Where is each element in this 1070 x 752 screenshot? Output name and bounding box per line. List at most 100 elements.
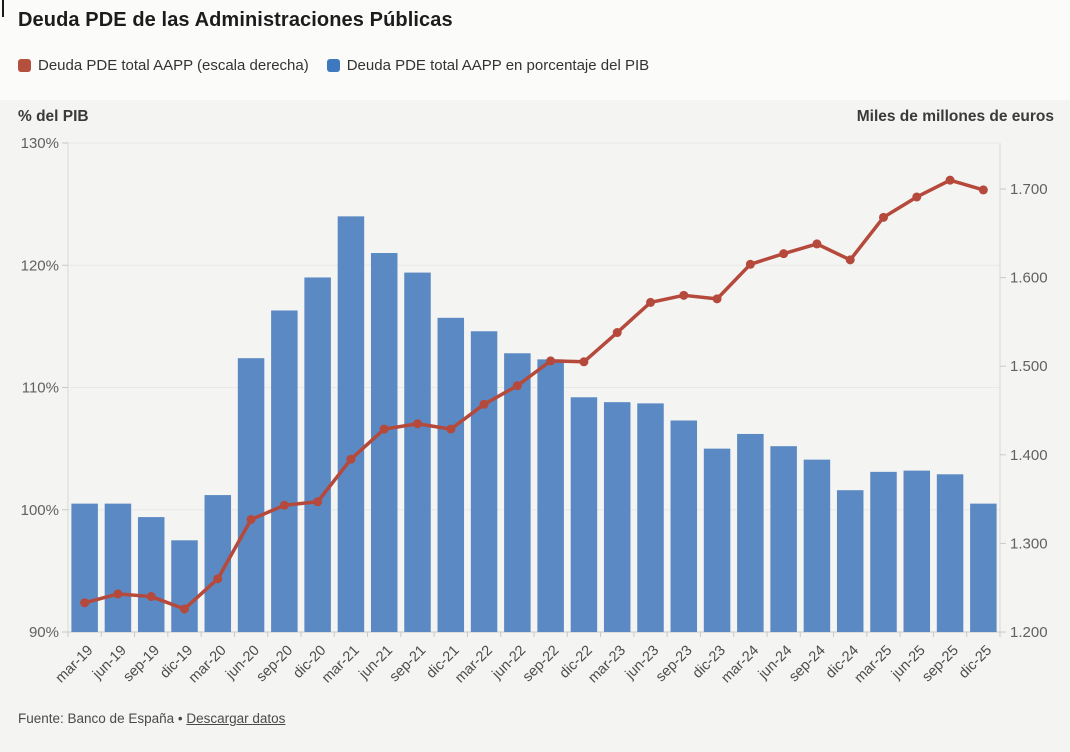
bar[interactable] <box>903 470 931 632</box>
left-axis-tick-label: 90% <box>29 624 59 641</box>
bar[interactable] <box>171 540 198 632</box>
x-axis-label: mar-22 <box>452 643 496 687</box>
line-point[interactable] <box>945 175 955 185</box>
line-point[interactable] <box>812 239 822 249</box>
bar[interactable] <box>404 272 431 632</box>
right-axis-tick-label: 1.200 <box>1010 624 1048 641</box>
bar[interactable] <box>637 403 664 632</box>
x-axis-label: mar-19 <box>53 643 97 687</box>
line-point[interactable] <box>479 399 489 409</box>
line-point[interactable] <box>80 598 90 608</box>
x-axis-label: mar-20 <box>186 643 230 687</box>
line-point[interactable] <box>180 604 189 614</box>
line-point[interactable] <box>546 356 556 366</box>
bar[interactable] <box>870 471 897 632</box>
bar[interactable] <box>71 503 98 632</box>
line-point[interactable] <box>845 255 855 265</box>
line-point[interactable] <box>146 592 156 602</box>
line-point[interactable] <box>779 249 789 259</box>
x-axis-label: mar-25 <box>852 643 896 687</box>
x-axis-label: mar-21 <box>319 643 363 687</box>
bar[interactable] <box>936 474 964 632</box>
x-axis-label: sep-21 <box>387 643 430 686</box>
line-point[interactable] <box>279 500 289 510</box>
line-point[interactable] <box>879 212 888 222</box>
x-axis-label: dic-23 <box>690 643 729 682</box>
x-axis-label: dic-20 <box>290 643 329 682</box>
line-point[interactable] <box>346 454 356 464</box>
right-axis-tick-label: 1.500 <box>1010 358 1048 375</box>
x-axis-label: dic-25 <box>956 643 995 682</box>
bar[interactable] <box>271 310 298 632</box>
bar[interactable] <box>504 353 531 632</box>
bar[interactable] <box>670 420 698 632</box>
bar[interactable] <box>204 495 232 632</box>
line-point[interactable] <box>579 357 589 367</box>
x-axis-label: jun-20 <box>222 643 263 684</box>
line-point[interactable] <box>213 574 223 584</box>
line-point[interactable] <box>113 589 123 599</box>
legend-item-debt-pib: Deuda PDE total AAPP en porcentaje del P… <box>326 57 650 74</box>
x-axis-label: jun-25 <box>888 643 929 684</box>
line-point[interactable] <box>413 419 422 429</box>
legend-swatch-red <box>18 59 31 72</box>
line-point[interactable] <box>379 424 389 434</box>
bar[interactable] <box>304 277 331 632</box>
line-point[interactable] <box>912 192 922 202</box>
bar[interactable] <box>370 253 398 632</box>
bar[interactable] <box>803 459 831 632</box>
line-point[interactable] <box>612 328 622 338</box>
x-axis-label: jun-24 <box>755 643 796 684</box>
left-axis-title: % del PIB <box>18 108 89 125</box>
bar[interactable] <box>703 448 731 632</box>
bar[interactable] <box>836 490 864 632</box>
source-text: Fuente: Banco de España • <box>18 711 183 726</box>
line-point[interactable] <box>446 424 456 434</box>
line-point[interactable] <box>512 381 522 391</box>
x-axis-label: jun-19 <box>89 643 130 684</box>
line-point[interactable] <box>745 259 755 269</box>
x-axis-label: jun-22 <box>489 643 530 684</box>
bar[interactable] <box>970 503 997 632</box>
x-axis-label: jun-21 <box>356 643 397 684</box>
bar[interactable] <box>437 317 465 632</box>
x-axis-label: sep-25 <box>919 643 962 686</box>
line-point[interactable] <box>313 497 323 507</box>
right-axis-title: Miles de millones de euros <box>856 108 1054 125</box>
x-axis-label: sep-24 <box>786 643 829 686</box>
legend-label-debt-pib: Deuda PDE total AAPP en porcentaje del P… <box>346 57 650 74</box>
line-point[interactable] <box>646 297 655 307</box>
legend: Deuda PDE total AAPP (escala derecha) De… <box>18 57 649 74</box>
bar[interactable] <box>603 402 631 632</box>
footer: Fuente: Banco de España • Descargar dato… <box>18 711 285 726</box>
bar[interactable] <box>337 216 365 632</box>
download-data-link[interactable]: Descargar datos <box>186 711 286 726</box>
legend-swatch-blue <box>326 59 340 72</box>
bar[interactable] <box>104 503 132 632</box>
x-axis-label: jun-23 <box>622 643 663 684</box>
line-point[interactable] <box>712 294 722 304</box>
bar[interactable] <box>537 359 564 632</box>
line-point[interactable] <box>246 514 256 524</box>
x-axis-label: sep-20 <box>254 643 297 686</box>
legend-label-debt-total: Deuda PDE total AAPP (escala derecha) <box>38 57 309 74</box>
left-axis-tick-label: 110% <box>22 380 59 397</box>
x-axis-label: dic-22 <box>557 643 596 682</box>
left-axis-tick-label: 100% <box>21 502 59 519</box>
right-axis-tick-label: 1.600 <box>1010 270 1048 287</box>
legend-item-debt-total: Deuda PDE total AAPP (escala derecha) <box>18 57 309 74</box>
text-cursor-artifact <box>2 0 4 17</box>
page-title: Deuda PDE de las Administraciones Públic… <box>18 9 453 31</box>
bar[interactable] <box>570 397 598 632</box>
x-axis-label: mar-24 <box>718 643 762 687</box>
right-axis-tick-label: 1.400 <box>1010 447 1048 464</box>
right-axis-tick-label: 1.300 <box>1010 535 1048 552</box>
line-point[interactable] <box>978 185 988 195</box>
bar[interactable] <box>737 433 764 632</box>
bar[interactable] <box>237 358 265 632</box>
line-point[interactable] <box>679 290 689 300</box>
bar[interactable] <box>770 446 797 632</box>
bar[interactable] <box>137 517 165 632</box>
right-axis-tick-label: 1.700 <box>1010 181 1048 198</box>
bar[interactable] <box>470 331 498 632</box>
